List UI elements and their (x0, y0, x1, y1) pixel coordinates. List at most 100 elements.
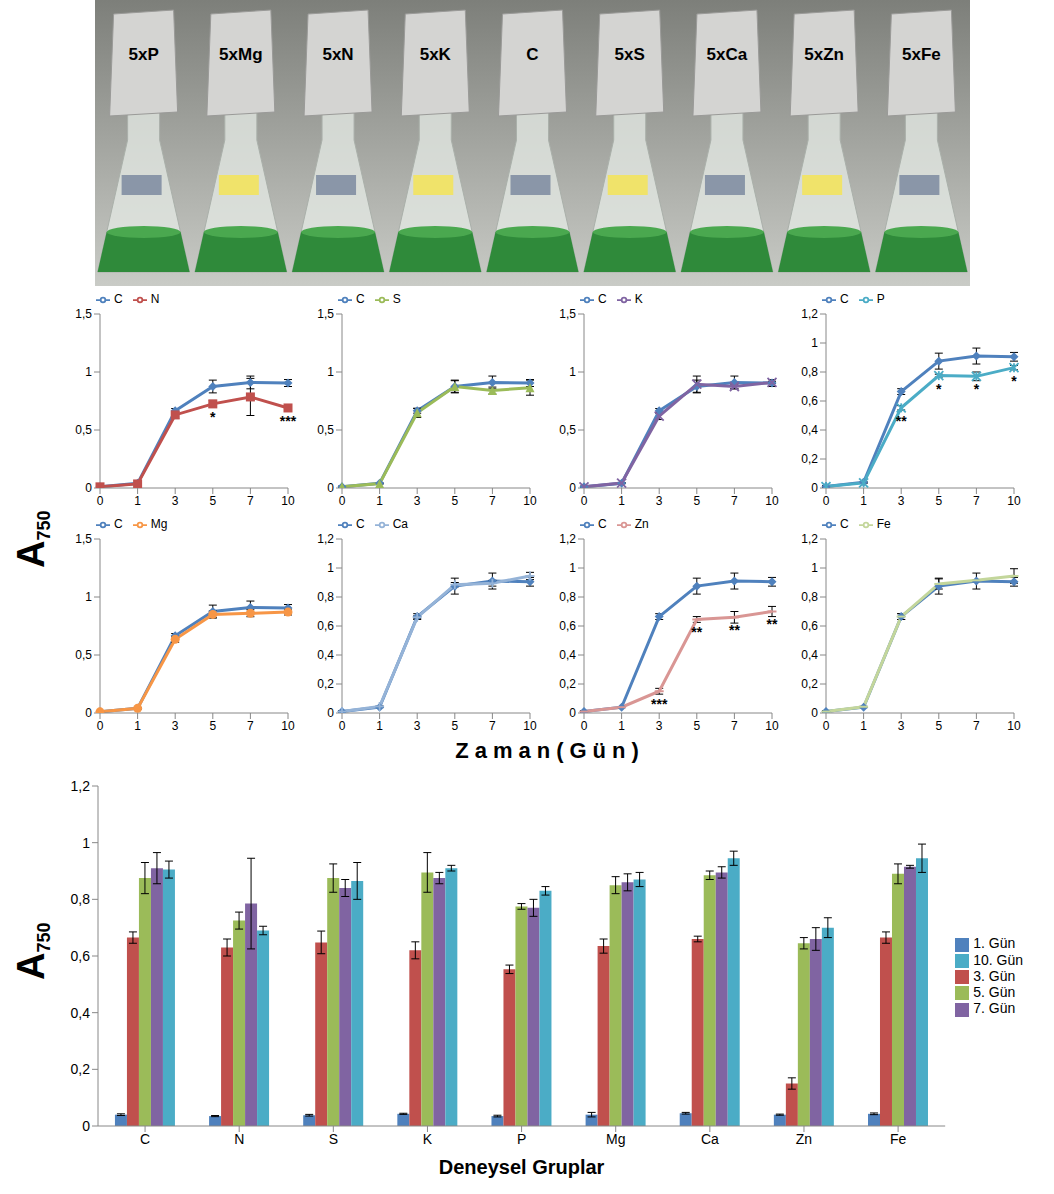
svg-text:0,2: 0,2 (71, 1061, 91, 1077)
svg-text:1: 1 (811, 561, 818, 575)
svg-text:7: 7 (247, 494, 254, 508)
svg-text:3: 3 (172, 719, 179, 733)
svg-text:0,4: 0,4 (317, 648, 334, 662)
svg-text:***: *** (280, 413, 297, 429)
svg-text:5xZn: 5xZn (804, 45, 844, 64)
svg-text:10: 10 (281, 494, 295, 508)
svg-text:1: 1 (327, 561, 334, 575)
svg-text:5: 5 (209, 494, 216, 508)
svg-text:1: 1 (327, 365, 334, 379)
svg-text:0,6: 0,6 (71, 948, 91, 964)
svg-text:1: 1 (134, 719, 141, 733)
svg-text:N: N (234, 1131, 244, 1147)
svg-text:0: 0 (97, 719, 104, 733)
svg-text:0,2: 0,2 (801, 452, 818, 466)
svg-text:0,8: 0,8 (801, 365, 818, 379)
svg-text:10: 10 (1007, 719, 1021, 733)
svg-text:5xMg: 5xMg (219, 45, 262, 64)
svg-text:5xN: 5xN (322, 45, 353, 64)
svg-text:S: S (329, 1131, 338, 1147)
svg-text:0,8: 0,8 (801, 590, 818, 604)
svg-text:Ca: Ca (701, 1131, 719, 1147)
svg-text:0,4: 0,4 (801, 423, 818, 437)
svg-text:7: 7 (973, 719, 980, 733)
svg-text:1,2: 1,2 (801, 532, 818, 546)
svg-text:10: 10 (523, 494, 537, 508)
svg-text:**: ** (691, 624, 702, 640)
svg-text:0: 0 (811, 481, 818, 495)
svg-text:C: C (526, 45, 538, 64)
svg-text:1,5: 1,5 (559, 307, 576, 321)
svg-text:P: P (517, 1131, 526, 1147)
svg-text:0: 0 (569, 706, 576, 720)
svg-text:10: 10 (765, 719, 779, 733)
svg-text:1: 1 (860, 494, 867, 508)
svg-text:1,5: 1,5 (317, 307, 334, 321)
svg-text:0,2: 0,2 (801, 677, 818, 691)
svg-text:3: 3 (656, 494, 663, 508)
svg-text:5: 5 (451, 719, 458, 733)
svg-text:0,6: 0,6 (317, 619, 334, 633)
svg-text:7: 7 (731, 719, 738, 733)
svg-text:5: 5 (209, 719, 216, 733)
svg-text:3: 3 (898, 719, 905, 733)
svg-text:1: 1 (569, 561, 576, 575)
svg-text:0: 0 (569, 481, 576, 495)
svg-text:5xS: 5xS (615, 45, 645, 64)
svg-text:0,2: 0,2 (559, 677, 576, 691)
svg-text:0,2: 0,2 (317, 677, 334, 691)
svg-text:7: 7 (247, 719, 254, 733)
svg-text:1: 1 (82, 835, 90, 851)
svg-text:1,2: 1,2 (559, 532, 576, 546)
svg-text:5: 5 (935, 494, 942, 508)
svg-text:**: ** (729, 622, 740, 638)
svg-text:5: 5 (935, 719, 942, 733)
svg-text:K: K (423, 1131, 433, 1147)
svg-text:0: 0 (823, 494, 830, 508)
svg-text:5: 5 (693, 719, 700, 733)
svg-text:1,5: 1,5 (75, 532, 92, 546)
svg-text:*: * (1011, 373, 1017, 389)
svg-text:3: 3 (656, 719, 663, 733)
svg-text:0: 0 (823, 719, 830, 733)
svg-text:1: 1 (85, 590, 92, 604)
svg-text:0,5: 0,5 (75, 423, 92, 437)
svg-text:1: 1 (618, 494, 625, 508)
svg-text:0,8: 0,8 (71, 891, 91, 907)
svg-text:0,4: 0,4 (71, 1005, 91, 1021)
svg-text:10: 10 (1007, 494, 1021, 508)
svg-text:0: 0 (85, 481, 92, 495)
svg-text:**: ** (896, 413, 907, 429)
svg-text:5xCa: 5xCa (707, 45, 748, 64)
svg-text:Zn: Zn (796, 1131, 812, 1147)
svg-text:7: 7 (731, 494, 738, 508)
svg-text:*: * (210, 409, 216, 425)
svg-text:0: 0 (811, 706, 818, 720)
svg-text:5: 5 (693, 494, 700, 508)
svg-text:*: * (936, 381, 942, 397)
svg-text:1: 1 (569, 365, 576, 379)
svg-text:Mg: Mg (606, 1131, 625, 1147)
svg-text:C: C (140, 1131, 150, 1147)
svg-text:1,2: 1,2 (71, 778, 91, 794)
svg-text:3: 3 (172, 494, 179, 508)
svg-text:5xFe: 5xFe (902, 45, 941, 64)
svg-text:0: 0 (327, 706, 334, 720)
svg-text:**: ** (767, 616, 778, 632)
svg-text:0,6: 0,6 (801, 619, 818, 633)
svg-text:1: 1 (134, 494, 141, 508)
svg-text:A750: A750 (10, 923, 54, 981)
svg-text:***: *** (651, 696, 668, 712)
svg-text:5xP: 5xP (128, 45, 158, 64)
svg-text:0,4: 0,4 (801, 648, 818, 662)
svg-text:1,2: 1,2 (801, 307, 818, 321)
svg-text:0: 0 (581, 719, 588, 733)
svg-text:0: 0 (327, 481, 334, 495)
svg-text:A750: A750 (10, 511, 54, 569)
svg-text:Fe: Fe (890, 1131, 907, 1147)
svg-text:0: 0 (85, 706, 92, 720)
svg-text:*: * (974, 381, 980, 397)
svg-text:10: 10 (765, 494, 779, 508)
svg-text:1: 1 (85, 365, 92, 379)
svg-text:0,5: 0,5 (75, 648, 92, 662)
